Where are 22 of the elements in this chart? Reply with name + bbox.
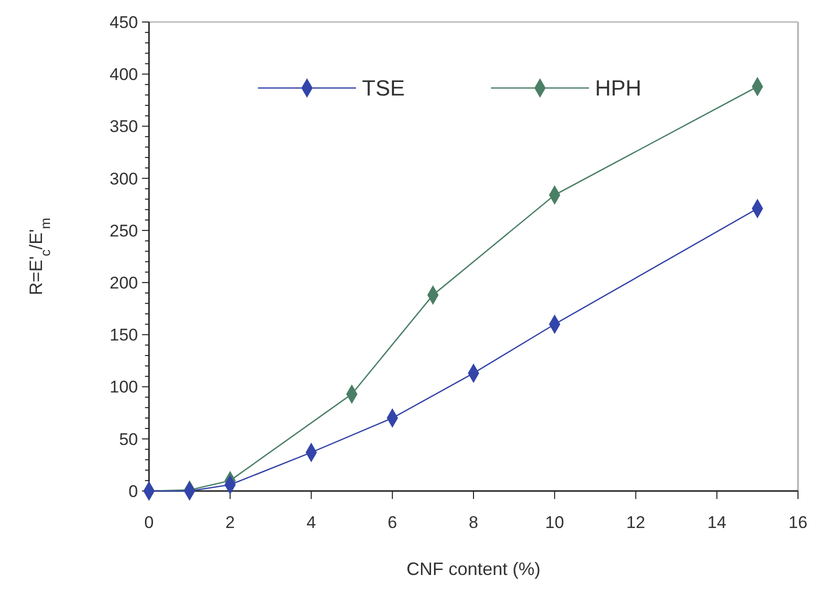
y-tick-label: 50 <box>119 430 138 449</box>
y-tick-label: 300 <box>110 169 138 188</box>
y-tick-label: 150 <box>110 326 138 345</box>
x-tick-label: 6 <box>388 513 398 532</box>
y-tick-label: 100 <box>110 378 138 397</box>
y-tick-label: 450 <box>110 12 138 32</box>
legend-label: TSE <box>362 76 405 101</box>
x-axis-title: CNF content (%) <box>406 559 541 579</box>
x-tick-label: 12 <box>626 513 646 532</box>
x-tick-label: 10 <box>545 513 564 532</box>
y-tick-label: 250 <box>110 221 138 240</box>
y-tick-label: 400 <box>110 65 138 84</box>
x-tick-label: 0 <box>144 513 154 532</box>
x-tick-label: 4 <box>306 513 316 532</box>
x-tick-label: 2 <box>225 513 235 532</box>
y-tick-label: 350 <box>110 117 138 136</box>
x-tick-label: 14 <box>707 513 726 532</box>
x-tick-label: 8 <box>468 513 478 532</box>
y-tick-label: 200 <box>110 274 138 293</box>
y-tick-label: 0 <box>128 482 138 501</box>
x-tick-label: 16 <box>788 513 808 532</box>
legend-label: HPH <box>595 76 642 101</box>
